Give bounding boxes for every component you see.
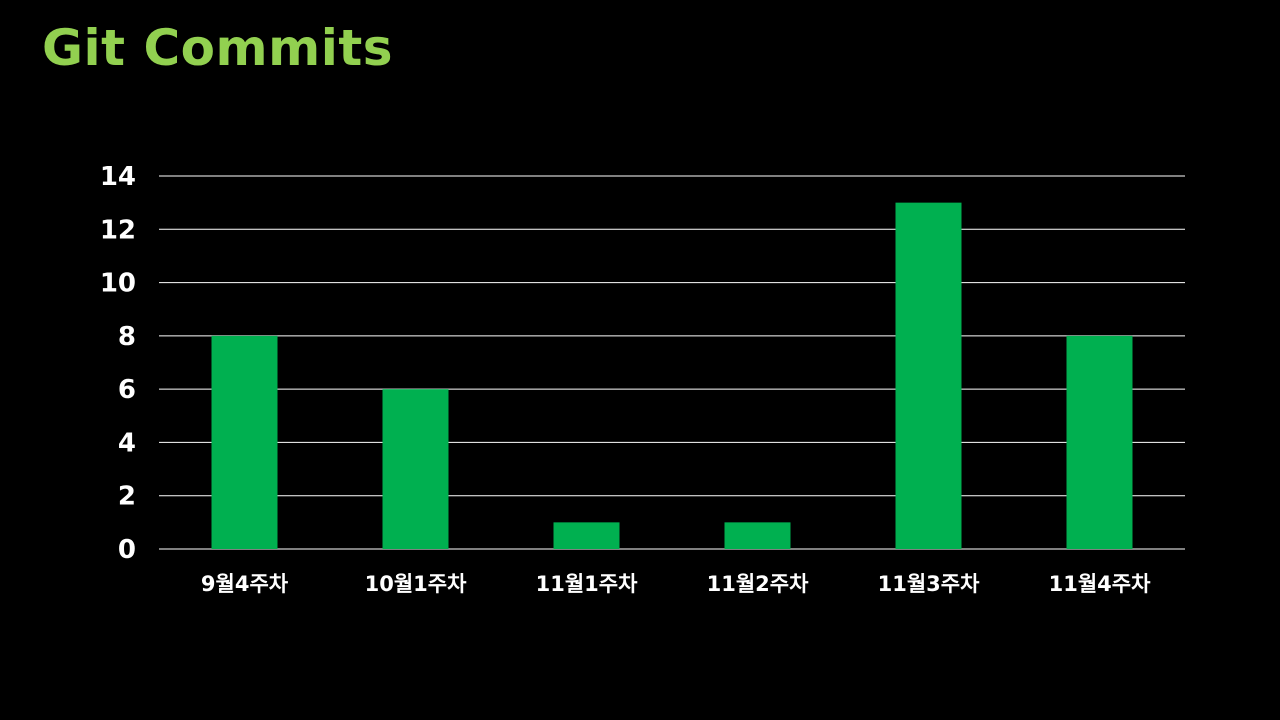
y-tick-label: 2 (118, 482, 136, 512)
x-category-label: 11월4주차 (1049, 572, 1151, 596)
axis-labels: 0 2 4 6 8 10 12 14 9월4주차 10월1주차 11월1주차 11월2주차 11월3주차… (100, 162, 1151, 596)
x-category-label: 11월1주차 (536, 572, 638, 596)
bar-3 (553, 522, 620, 549)
bar-4 (724, 522, 791, 549)
grid-lines (159, 175, 1185, 550)
x-category-label: 11월3주차 (878, 572, 980, 596)
bar-5 (895, 202, 962, 549)
slide-title: Git Commits (42, 19, 394, 77)
x-category-label: 10월1주차 (365, 572, 467, 596)
bars (211, 202, 1133, 549)
bar-6 (1066, 335, 1133, 549)
x-category-label: 9월4주차 (201, 572, 289, 596)
y-tick-label: 12 (100, 215, 136, 245)
y-tick-label: 6 (118, 375, 136, 405)
bar-1 (211, 335, 278, 549)
bar-2 (382, 389, 449, 549)
y-tick-label: 14 (100, 162, 136, 192)
y-tick-label: 8 (118, 322, 136, 352)
y-tick-label: 0 (118, 535, 136, 565)
y-tick-label: 10 (100, 269, 136, 299)
y-tick-label: 4 (118, 428, 136, 458)
x-category-label: 11월2주차 (707, 572, 809, 596)
